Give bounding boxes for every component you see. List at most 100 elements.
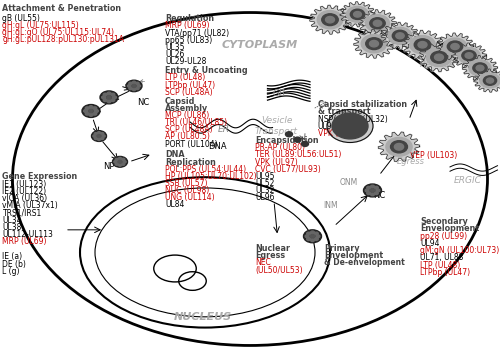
Circle shape xyxy=(123,161,126,163)
Circle shape xyxy=(414,39,431,50)
Text: TRI (UL46/UL85): TRI (UL46/UL85) xyxy=(165,118,227,127)
Polygon shape xyxy=(378,132,420,161)
Text: LTP (UL48): LTP (UL48) xyxy=(420,261,460,270)
Text: CYTOPLASM: CYTOPLASM xyxy=(222,40,298,50)
Text: gH:gL:gO (UL75:UL115:UL74): gH:gL:gO (UL75:UL115:UL74) xyxy=(2,28,114,37)
Text: NP: NP xyxy=(104,162,115,171)
Circle shape xyxy=(314,232,318,235)
Text: Nuclear: Nuclear xyxy=(255,244,290,253)
Text: VTA/pp71 (UL82): VTA/pp71 (UL82) xyxy=(165,29,229,38)
Text: MT: MT xyxy=(133,81,145,90)
Circle shape xyxy=(370,189,375,192)
Circle shape xyxy=(374,186,378,189)
Circle shape xyxy=(102,96,105,99)
Text: VP: VP xyxy=(391,149,402,158)
Circle shape xyxy=(365,189,369,192)
Circle shape xyxy=(132,88,136,91)
Circle shape xyxy=(314,238,318,241)
Circle shape xyxy=(318,10,343,29)
Circle shape xyxy=(89,110,93,112)
Circle shape xyxy=(370,18,385,29)
Circle shape xyxy=(122,158,125,161)
Circle shape xyxy=(132,84,136,87)
Circle shape xyxy=(443,38,467,55)
Circle shape xyxy=(114,161,117,163)
Circle shape xyxy=(102,135,105,137)
Circle shape xyxy=(111,99,115,102)
Circle shape xyxy=(128,84,131,87)
Circle shape xyxy=(286,132,292,137)
Circle shape xyxy=(294,137,301,142)
Circle shape xyxy=(129,87,132,90)
Circle shape xyxy=(354,11,362,17)
Text: PR-AP (UL80): PR-AP (UL80) xyxy=(255,143,305,152)
Text: TRS1/IRS1: TRS1/IRS1 xyxy=(2,208,42,217)
Text: UL112-UL113: UL112-UL113 xyxy=(2,230,54,239)
Text: Gene Expression: Gene Expression xyxy=(2,172,78,181)
Circle shape xyxy=(374,20,382,26)
Text: & De-envelopment: & De-envelopment xyxy=(324,258,405,267)
Circle shape xyxy=(115,158,118,161)
Circle shape xyxy=(302,141,308,146)
Circle shape xyxy=(374,192,378,195)
Text: Entry & Uncoating: Entry & Uncoating xyxy=(165,66,248,75)
Text: DNA: DNA xyxy=(165,150,184,159)
Polygon shape xyxy=(354,29,394,58)
Text: DE (b): DE (b) xyxy=(2,260,26,268)
Circle shape xyxy=(126,80,142,92)
Text: LTPbp (UL47): LTPbp (UL47) xyxy=(420,268,470,277)
Text: NUCLEUS: NUCLEUS xyxy=(174,312,232,322)
Text: NSP/pp150 (UL32): NSP/pp150 (UL32) xyxy=(318,115,387,124)
Text: Replication: Replication xyxy=(165,158,216,166)
Text: Egress: Egress xyxy=(255,251,285,260)
Polygon shape xyxy=(310,5,350,34)
Text: vMIA (UL37x1): vMIA (UL37x1) xyxy=(2,201,58,210)
Circle shape xyxy=(346,6,368,22)
Circle shape xyxy=(98,138,100,140)
Text: SCP (UL48A): SCP (UL48A) xyxy=(165,88,212,97)
Circle shape xyxy=(100,137,104,140)
Text: ERGIC: ERGIC xyxy=(454,176,481,185)
Circle shape xyxy=(370,40,378,47)
Circle shape xyxy=(418,42,427,48)
Circle shape xyxy=(394,144,404,150)
Text: SCP (UL48A): SCP (UL48A) xyxy=(165,125,212,134)
Circle shape xyxy=(94,110,98,112)
Text: IE1 (UL123): IE1 (UL123) xyxy=(2,180,47,189)
Circle shape xyxy=(129,82,132,85)
Circle shape xyxy=(115,163,118,165)
Text: HP (UL105:UL70:UL102): HP (UL105:UL70:UL102) xyxy=(165,172,256,181)
Text: Attachment & Penetration: Attachment & Penetration xyxy=(2,4,122,13)
Text: Capsid: Capsid xyxy=(165,97,196,106)
Circle shape xyxy=(326,16,334,23)
Text: NUC (UL98): NUC (UL98) xyxy=(165,186,209,195)
Text: NC: NC xyxy=(137,97,149,107)
Circle shape xyxy=(89,113,93,116)
Polygon shape xyxy=(436,33,474,60)
Text: MRP (UL69): MRP (UL69) xyxy=(165,21,210,30)
Circle shape xyxy=(361,34,387,53)
Polygon shape xyxy=(452,43,486,68)
Text: UL32: UL32 xyxy=(255,186,274,195)
Circle shape xyxy=(85,107,89,110)
Circle shape xyxy=(89,106,93,108)
Text: LTPbp (UL47): LTPbp (UL47) xyxy=(165,81,215,90)
Circle shape xyxy=(327,110,373,142)
Text: gH:gL:pUL128:pUL130:pUL131A: gH:gL:pUL128:pUL130:pUL131A xyxy=(2,35,124,44)
Circle shape xyxy=(392,30,407,41)
Text: ONM: ONM xyxy=(340,178,358,187)
Circle shape xyxy=(458,48,480,63)
Circle shape xyxy=(118,164,122,166)
Circle shape xyxy=(112,156,128,167)
Circle shape xyxy=(426,48,452,67)
Text: LTP (UL48): LTP (UL48) xyxy=(165,73,205,82)
Circle shape xyxy=(304,230,322,243)
Circle shape xyxy=(306,232,310,235)
Circle shape xyxy=(370,185,374,188)
Circle shape xyxy=(322,14,338,25)
Circle shape xyxy=(462,50,476,61)
Circle shape xyxy=(366,15,390,32)
Text: gM:gN (UL100:UL73): gM:gN (UL100:UL73) xyxy=(420,246,499,255)
Circle shape xyxy=(332,113,368,139)
Circle shape xyxy=(82,105,100,117)
